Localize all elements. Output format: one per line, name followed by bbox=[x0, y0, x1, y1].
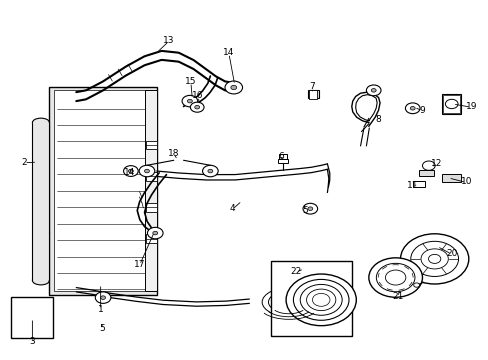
Bar bbox=[271, 261, 351, 336]
Bar bbox=[32, 123, 49, 280]
Bar bbox=[309, 90, 317, 99]
Circle shape bbox=[303, 203, 317, 214]
Bar bbox=[146, 203, 157, 212]
Bar bbox=[418, 170, 433, 176]
Text: 18: 18 bbox=[168, 149, 179, 158]
Text: 21: 21 bbox=[391, 292, 403, 301]
Ellipse shape bbox=[17, 325, 25, 329]
Circle shape bbox=[190, 102, 203, 112]
Bar bbox=[441, 94, 461, 114]
Circle shape bbox=[366, 85, 380, 96]
Text: 6: 6 bbox=[278, 152, 284, 161]
Text: 5: 5 bbox=[99, 324, 105, 333]
Bar bbox=[54, 90, 152, 291]
Text: 8: 8 bbox=[375, 114, 381, 123]
Circle shape bbox=[413, 283, 419, 287]
Ellipse shape bbox=[17, 303, 25, 308]
Text: 17: 17 bbox=[134, 260, 145, 269]
Bar bbox=[307, 90, 318, 98]
Circle shape bbox=[368, 258, 422, 297]
Text: 22: 22 bbox=[289, 267, 301, 276]
Circle shape bbox=[194, 105, 199, 109]
Text: 1: 1 bbox=[98, 305, 103, 314]
Bar bbox=[49, 87, 157, 295]
Circle shape bbox=[445, 99, 457, 109]
Text: 7: 7 bbox=[308, 82, 314, 91]
Text: 15: 15 bbox=[185, 77, 196, 86]
Circle shape bbox=[153, 231, 158, 235]
Circle shape bbox=[427, 255, 440, 264]
Circle shape bbox=[123, 166, 138, 176]
Ellipse shape bbox=[32, 118, 49, 127]
Bar bbox=[441, 174, 461, 182]
Text: 4: 4 bbox=[229, 204, 235, 213]
Circle shape bbox=[182, 95, 197, 107]
Circle shape bbox=[144, 169, 149, 173]
Circle shape bbox=[420, 249, 447, 269]
Text: 12: 12 bbox=[430, 159, 442, 168]
Circle shape bbox=[300, 284, 342, 315]
Circle shape bbox=[410, 241, 458, 276]
Circle shape bbox=[230, 85, 236, 90]
Text: 11: 11 bbox=[406, 181, 418, 190]
Circle shape bbox=[405, 103, 419, 114]
Text: 10: 10 bbox=[460, 177, 471, 186]
Bar bbox=[443, 95, 459, 113]
Ellipse shape bbox=[17, 314, 25, 319]
Circle shape bbox=[307, 207, 312, 211]
Circle shape bbox=[101, 296, 105, 300]
Text: 14: 14 bbox=[223, 48, 234, 57]
Text: 16: 16 bbox=[192, 91, 203, 100]
Circle shape bbox=[128, 169, 133, 173]
Circle shape bbox=[293, 279, 348, 320]
Circle shape bbox=[147, 227, 163, 239]
Text: 14: 14 bbox=[124, 168, 135, 177]
Circle shape bbox=[207, 169, 212, 173]
Circle shape bbox=[224, 81, 242, 94]
Ellipse shape bbox=[31, 314, 40, 319]
Bar bbox=[144, 90, 157, 291]
Text: 2: 2 bbox=[21, 158, 27, 167]
Text: 5: 5 bbox=[302, 206, 308, 215]
Circle shape bbox=[376, 264, 414, 292]
Circle shape bbox=[306, 289, 335, 311]
Text: 9: 9 bbox=[419, 105, 425, 114]
Text: 20: 20 bbox=[445, 249, 456, 258]
Circle shape bbox=[95, 292, 111, 303]
Bar bbox=[146, 172, 157, 180]
Circle shape bbox=[312, 293, 329, 306]
Bar bbox=[146, 141, 157, 149]
Bar bbox=[278, 154, 287, 159]
Circle shape bbox=[285, 274, 356, 326]
Circle shape bbox=[202, 165, 218, 177]
Bar bbox=[146, 234, 157, 243]
Bar bbox=[278, 159, 287, 163]
Bar bbox=[11, 297, 53, 338]
Circle shape bbox=[409, 107, 414, 110]
Circle shape bbox=[422, 161, 434, 170]
Text: 3: 3 bbox=[29, 337, 35, 346]
Text: 13: 13 bbox=[163, 36, 174, 45]
Text: 19: 19 bbox=[465, 102, 476, 111]
Bar bbox=[412, 181, 424, 187]
Circle shape bbox=[385, 270, 405, 285]
Ellipse shape bbox=[32, 276, 49, 285]
Circle shape bbox=[400, 234, 468, 284]
Circle shape bbox=[139, 165, 155, 177]
Ellipse shape bbox=[31, 325, 40, 329]
Ellipse shape bbox=[31, 303, 40, 308]
Circle shape bbox=[370, 89, 375, 92]
Circle shape bbox=[187, 99, 192, 103]
